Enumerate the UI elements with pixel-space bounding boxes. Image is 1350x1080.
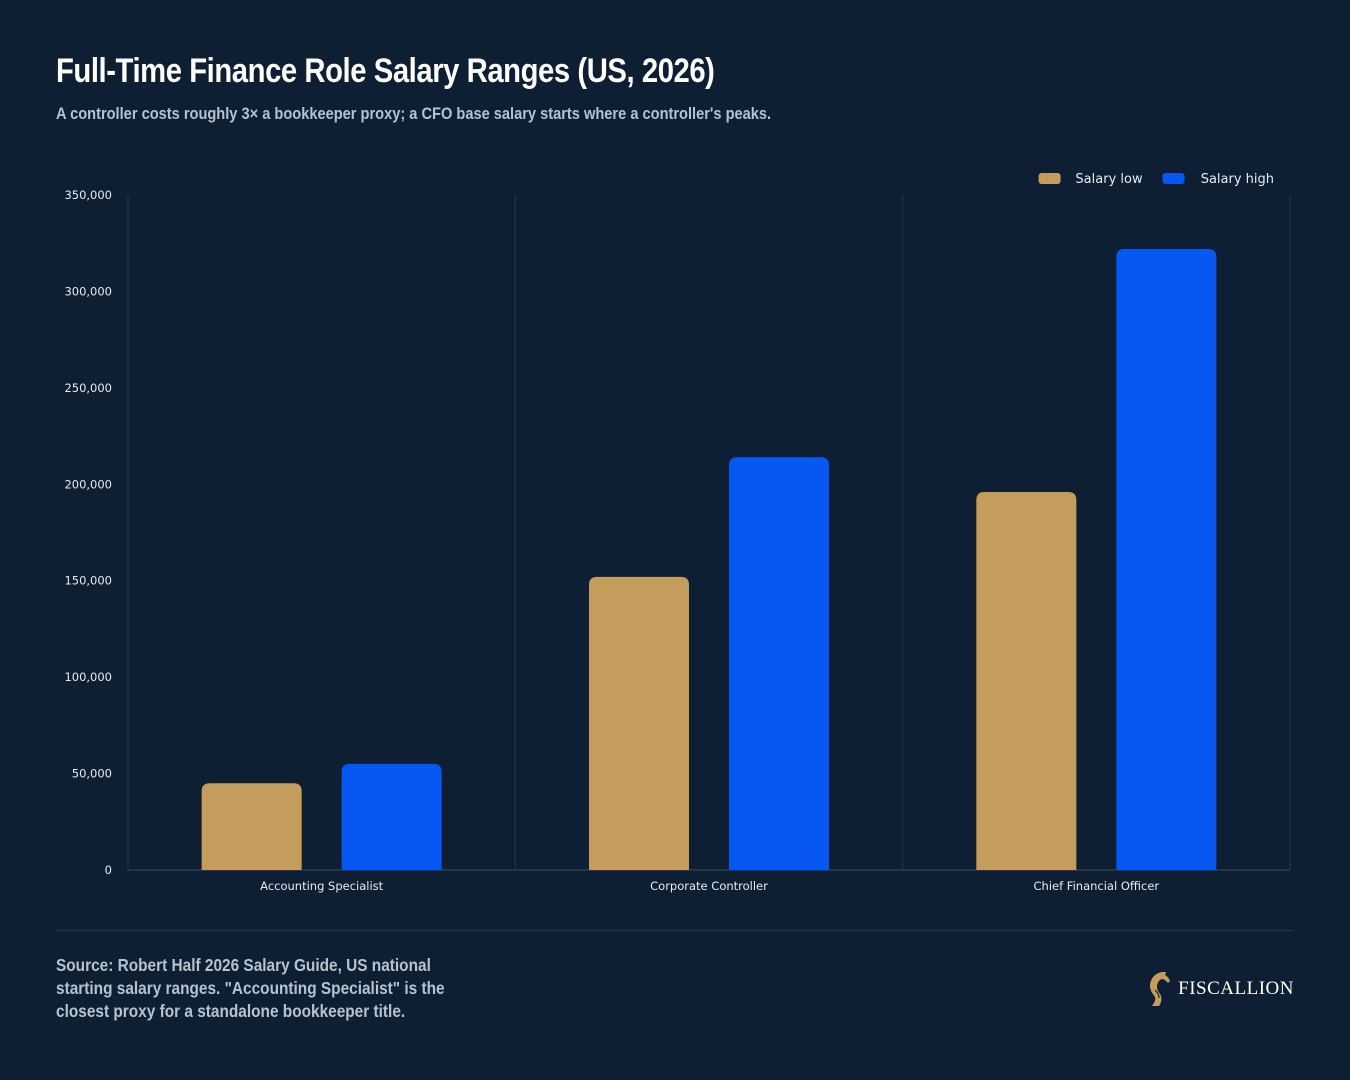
footer-divider [56,930,1294,931]
y-tick-label: 250,000 [64,381,112,395]
y-tick-label: 100,000 [64,670,112,684]
source-note: Source: Robert Half 2026 Salary Guide, U… [56,955,445,1021]
bar-salary-low [976,492,1077,870]
salary-bar-chart: 0 50,000 100,000 150,000 200,000 250,000 300,0… [64,172,1291,893]
bar-salary-high [341,763,442,870]
horse-head-icon [1150,972,1171,1006]
bar-salary-high [1116,249,1217,870]
legend-label: Salary low [1075,172,1143,187]
bar-salary-low [589,576,689,870]
legend-swatch [1162,173,1185,184]
y-tick-label: 200,000 [64,477,112,491]
bar-salary-high [729,457,829,870]
bar-salary-low [201,783,302,870]
y-tick-label: 300,000 [64,284,112,298]
legend-label: Salary high [1201,172,1274,187]
chart-title: Full-Time Finance Role Salary Ranges (US… [56,52,715,90]
x-tick-label: Chief Financial Officer [1034,879,1160,893]
legend-swatch [1038,173,1061,184]
y-tick-label: 350,000 [64,188,112,202]
y-tick-label: 0 [105,863,112,877]
brand-logo: FISCALLION [1146,970,1294,1008]
y-tick-label: 50,000 [72,767,112,781]
x-tick-label: Accounting Specialist [260,879,383,893]
brand-name: FISCALLION [1178,978,1294,999]
y-tick-label: 150,000 [64,574,112,588]
x-tick-label: Corporate Controller [650,879,768,893]
chart-subtitle: A controller costs roughly 3× a bookkeep… [56,104,772,123]
